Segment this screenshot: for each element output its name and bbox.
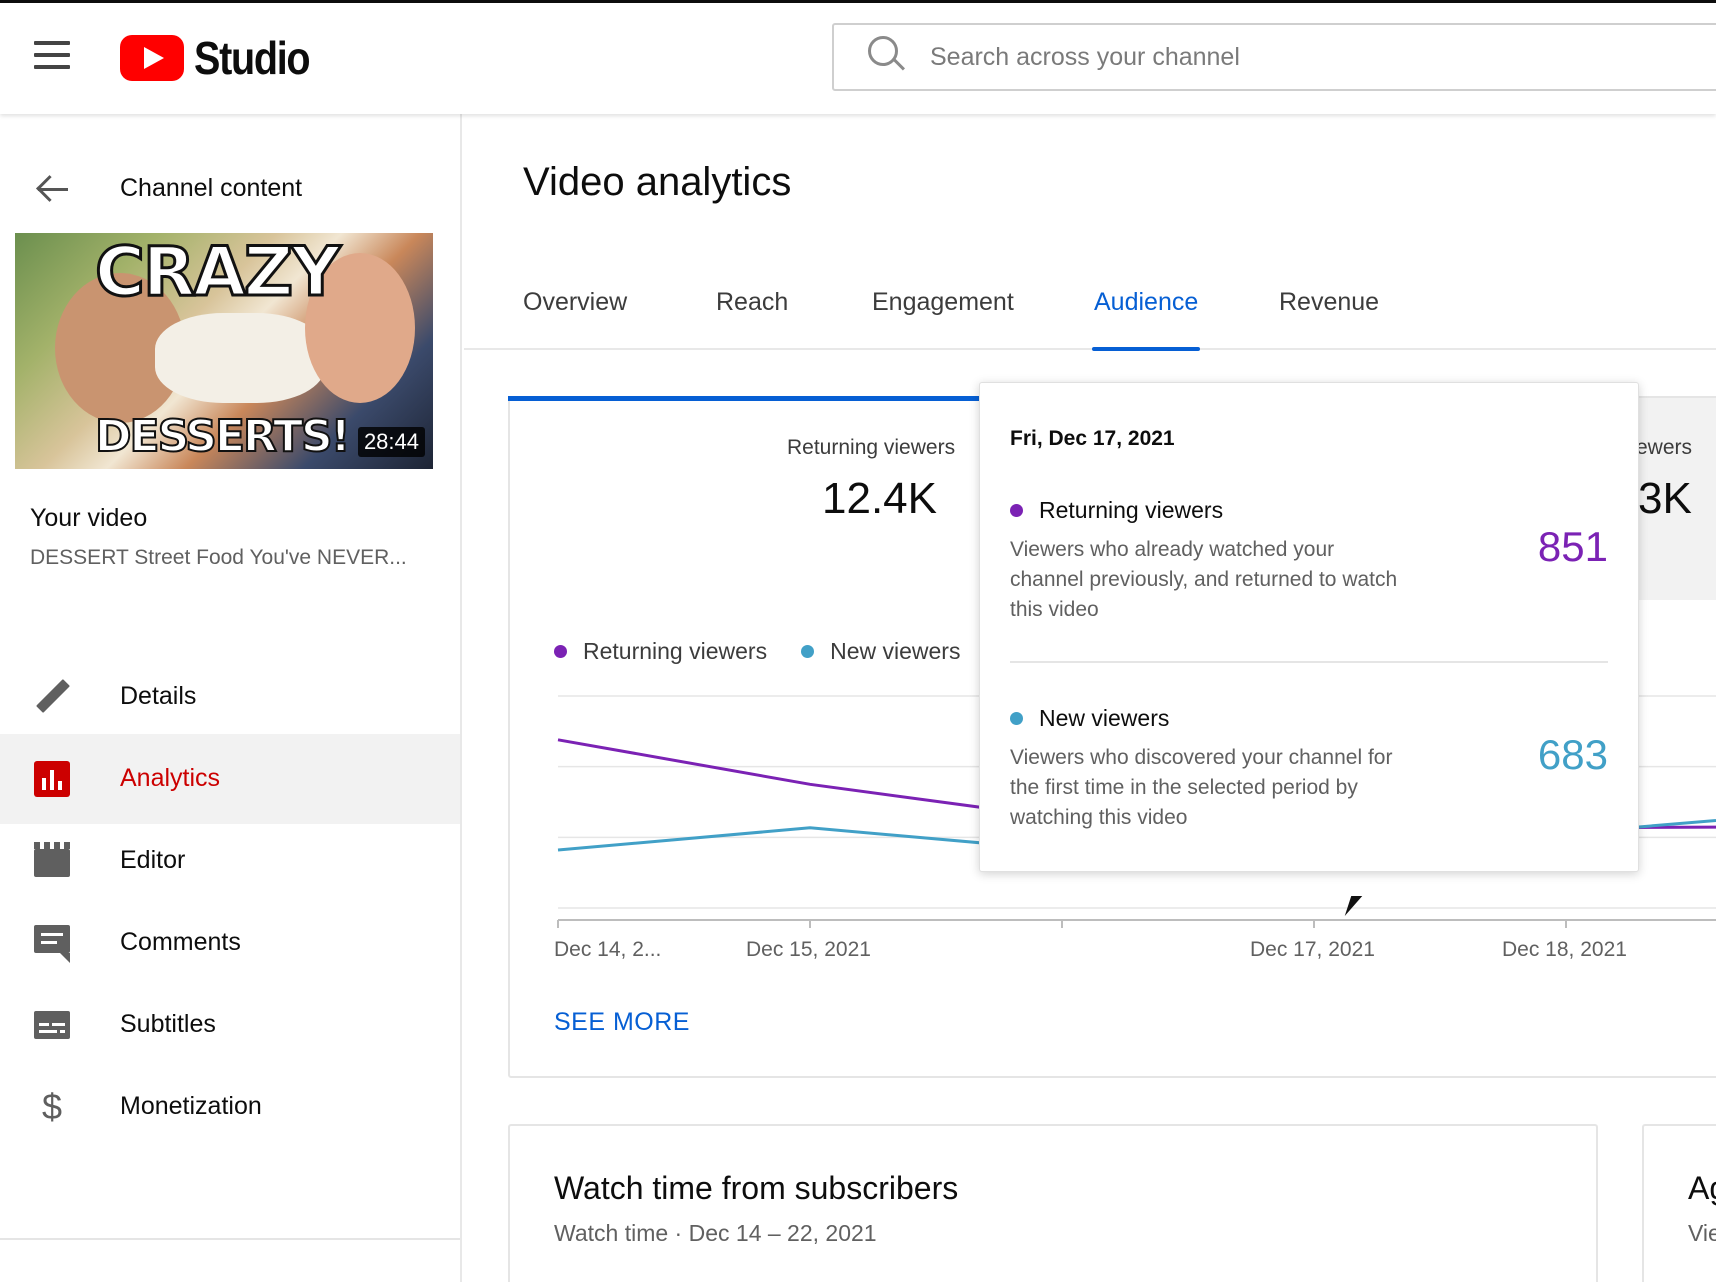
legend-label: New viewers — [830, 638, 961, 664]
tab-reach[interactable]: Reach — [716, 288, 789, 316]
watch-time-subscribers-card — [508, 1124, 1598, 1282]
thumbnail-bottom-text: DESSERTS! — [94, 410, 352, 463]
logo-text: Studio — [194, 32, 311, 84]
back-to-channel-content[interactable]: Channel content — [0, 158, 460, 218]
tooltip-new-desc: Viewers who discovered your channel for … — [1010, 746, 1393, 829]
sidebar-item-label: Analytics — [120, 764, 221, 792]
chart-tooltip: Fri, Dec 17, 2021 Returning viewers View… — [979, 382, 1639, 872]
sidebar-item-editor[interactable]: Editor — [0, 816, 460, 906]
metric-value: 12.4K — [822, 474, 937, 523]
tooltip-new-name: New viewers — [1010, 705, 1169, 732]
partial-card — [1642, 1124, 1716, 1282]
sidebar-item-label: Editor — [120, 846, 186, 874]
back-arrow-icon[interactable] — [36, 176, 70, 204]
sidebar-item-label: Comments — [120, 928, 241, 956]
tooltip-date: Fri, Dec 17, 2021 — [1010, 427, 1175, 450]
x-tick-label: Dec 15, 2021 — [746, 938, 871, 961]
tab-revenue[interactable]: Revenue — [1279, 288, 1380, 316]
search-bar[interactable] — [832, 23, 1716, 91]
sidebar-item-details[interactable]: Details — [0, 652, 460, 742]
metric-value-secondary: 3K — [1638, 474, 1692, 523]
x-tick-label: Dec 14, 2... — [554, 938, 662, 961]
thumbnail-top-text: CRAZY — [93, 233, 341, 314]
tooltip-returning-name: Returning viewers — [1010, 497, 1223, 524]
video-duration: 28:44 — [357, 427, 425, 457]
back-label: Channel content — [120, 174, 303, 202]
sidebar-item-monetization[interactable]: $ Monetization — [0, 1062, 460, 1152]
studio-logo[interactable]: Studio — [120, 31, 328, 85]
sidebar-item-analytics[interactable]: Analytics — [0, 734, 460, 824]
thumbnail-dessert — [155, 313, 325, 403]
tooltip-series-label: New viewers — [1039, 705, 1170, 731]
legend-dot-returning — [554, 645, 567, 658]
tooltip-dot-new — [1010, 712, 1023, 725]
x-tick-label: Dec 17, 2021 — [1250, 938, 1375, 961]
video-title[interactable]: DESSERT Street Food You've NEVER... — [30, 546, 407, 569]
tooltip-returning-value: 851 — [1537, 523, 1608, 570]
search-input[interactable] — [930, 42, 1630, 72]
legend-returning-viewers: Returning viewers — [554, 638, 767, 665]
legend-dot-new — [801, 645, 815, 658]
sidebar-divider — [0, 1238, 460, 1240]
sidebar-item-label: Monetization — [120, 1092, 262, 1120]
chart-legend: Returning viewers New viewers — [554, 638, 994, 665]
tooltip-returning-desc: Viewers who already watched your channel… — [1010, 538, 1398, 621]
comments-icon — [34, 925, 70, 963]
youtube-logo-icon — [120, 35, 184, 81]
analytics-tabs: Overview Reach Engagement Audience Reven… — [464, 264, 1716, 351]
tab-engagement[interactable]: Engagement — [872, 288, 1014, 316]
metric-tab-new-viewers[interactable] — [1636, 398, 1716, 600]
card-subtitle: Vie — [1688, 1220, 1716, 1246]
thumbnail-person-right — [305, 253, 415, 403]
sidebar-item-subtitles[interactable]: Subtitles — [0, 980, 460, 1070]
search-icon[interactable] — [864, 32, 914, 82]
top-bar: Studio — [0, 0, 1716, 114]
tab-overview[interactable]: Overview — [523, 288, 628, 316]
legend-label: Returning viewers — [583, 638, 768, 664]
card-subtitle: Watch time · Dec 14 – 22, 2021 — [554, 1220, 877, 1246]
video-thumbnail[interactable]: CRAZY DESSERTS! 28:44 — [15, 233, 433, 469]
analytics-icon — [34, 761, 70, 797]
tooltip-series-label: Returning viewers — [1039, 497, 1224, 523]
card-title: Ag — [1688, 1170, 1716, 1206]
page-title: Video analytics — [523, 160, 792, 204]
metric-label-secondary[interactable]: ewers — [1636, 436, 1693, 459]
menu-icon[interactable] — [34, 41, 70, 69]
pencil-icon — [34, 679, 70, 715]
sidebar-item-label: Subtitles — [120, 1010, 216, 1038]
legend-new-viewers: New viewers — [801, 638, 960, 665]
sidebar-item-label: Details — [120, 682, 197, 710]
tooltip-dot-returning — [1010, 504, 1023, 517]
metric-label[interactable]: Returning viewers — [787, 436, 956, 459]
sidebar: Channel content CRAZY DESSERTS! 28:44 Yo… — [0, 114, 462, 1282]
see-more-link[interactable]: SEE MORE — [554, 1008, 690, 1036]
card-title: Watch time from subscribers — [554, 1170, 959, 1206]
x-tick-label: Dec 18, 2021 — [1502, 938, 1627, 961]
tooltip-divider — [1010, 661, 1608, 663]
subtitles-icon — [34, 1011, 70, 1039]
selected-metric-indicator — [508, 396, 980, 401]
tooltip-new-value: 683 — [1537, 731, 1608, 778]
sidebar-item-comments[interactable]: Comments — [0, 898, 460, 988]
your-video-label: Your video — [30, 504, 148, 532]
dollar-icon: $ — [41, 1086, 63, 1127]
editor-icon — [34, 842, 70, 877]
tab-audience[interactable]: Audience — [1091, 288, 1201, 351]
